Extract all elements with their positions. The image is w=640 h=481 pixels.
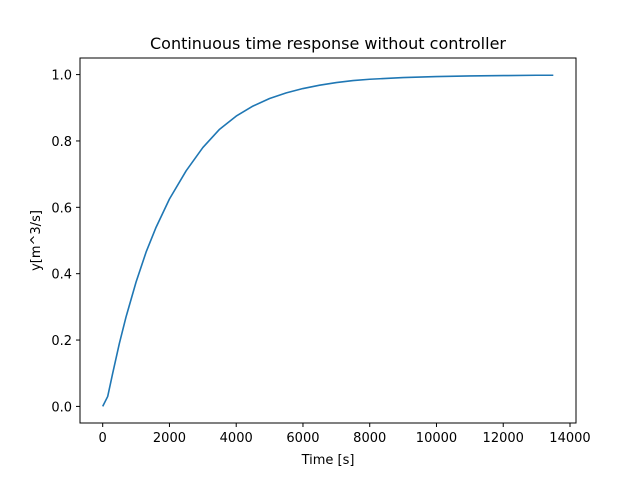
axes-frame <box>79 57 577 424</box>
x-tick-label: 6000 <box>286 431 319 446</box>
y-axis-label: y[m^3/s] <box>29 210 44 271</box>
plot-area <box>101 74 554 407</box>
x-tick-label: 4000 <box>220 431 253 446</box>
x-tick-label: 14000 <box>549 431 590 446</box>
y-tick-label: 0.4 <box>51 268 72 283</box>
y-tick-label: 0.6 <box>51 201 72 216</box>
x-tick-label: 12000 <box>483 431 524 446</box>
series-line <box>101 74 554 407</box>
y-tick-label: 0.8 <box>51 135 72 150</box>
x-tick-label: 2000 <box>153 431 186 446</box>
chart-title: Continuous time response without control… <box>150 34 506 53</box>
y-tick-label: 0.2 <box>51 334 72 349</box>
y-tick-label: 1.0 <box>51 69 72 84</box>
x-axis-ticks: 0 2000 4000 6000 8000 10000 12000 14000 <box>99 423 591 446</box>
y-axis-ticks: 0.0 0.2 0.4 0.6 0.8 1.0 <box>51 69 80 415</box>
x-tick-label: 8000 <box>353 431 386 446</box>
x-tick-label: 0 <box>99 431 107 446</box>
x-tick-label: 10000 <box>416 431 457 446</box>
x-axis-label: Time [s] <box>301 453 355 468</box>
y-tick-label: 0.0 <box>51 400 72 415</box>
